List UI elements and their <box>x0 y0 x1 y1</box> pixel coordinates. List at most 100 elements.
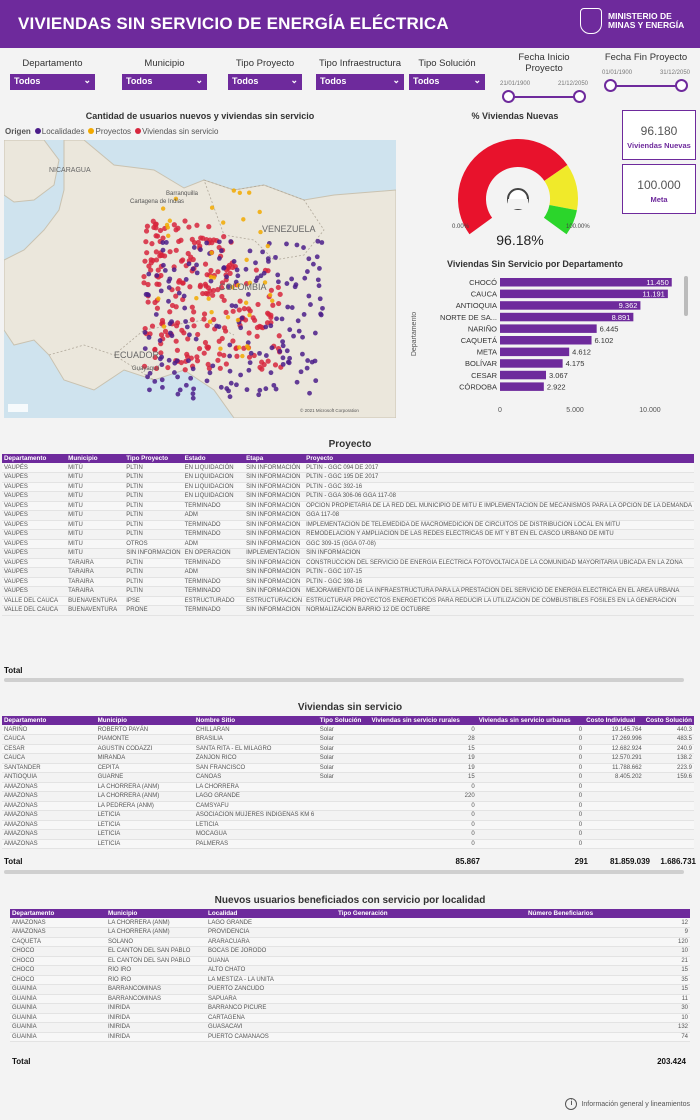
vivienda-point[interactable] <box>189 317 195 323</box>
localidad-point[interactable] <box>157 338 163 343</box>
localidad-point[interactable] <box>318 312 324 318</box>
localidad-point[interactable] <box>233 303 239 309</box>
vivienda-point[interactable] <box>149 241 155 247</box>
vivienda-point[interactable] <box>158 350 164 356</box>
vivienda-point[interactable] <box>230 308 236 314</box>
vivienda-point[interactable] <box>211 316 217 323</box>
vivienda-point[interactable] <box>154 233 161 239</box>
localidad-point[interactable] <box>256 392 262 398</box>
municipio-select[interactable]: Todos ⌄ <box>122 74 207 90</box>
localidad-point[interactable] <box>301 245 306 250</box>
localidad-point[interactable] <box>167 321 173 327</box>
proyecto-point[interactable] <box>270 298 275 303</box>
localidad-point[interactable] <box>298 369 304 375</box>
localidad-point[interactable] <box>312 330 318 336</box>
vivienda-point[interactable] <box>148 257 154 263</box>
vivienda-point[interactable] <box>265 358 271 364</box>
localidad-point[interactable] <box>315 238 321 244</box>
usuarios-header-cell[interactable]: Número Beneficiarios <box>526 909 690 918</box>
localidad-point[interactable] <box>284 281 290 286</box>
vivienda-point[interactable] <box>191 240 198 246</box>
proyecto-point[interactable] <box>247 312 252 318</box>
proyecto-point[interactable] <box>267 292 273 298</box>
proyecto-point[interactable] <box>194 296 199 301</box>
vivienda-point[interactable] <box>196 346 203 352</box>
proyecto-point[interactable] <box>241 217 246 222</box>
table-row[interactable]: CHOCÓ EL CANTÓN DEL SAN PABLO DUANA 21 <box>10 956 690 966</box>
localidad-point[interactable] <box>274 316 279 322</box>
viviendas-header-cell[interactable]: Municipio <box>95 716 194 725</box>
table-row[interactable]: VAUPÉS MITÚ PLTIN EN LIQUIDACIÓN SIN INFORMA… <box>2 472 694 483</box>
localidad-point[interactable] <box>287 327 293 333</box>
localidad-point[interactable] <box>228 380 234 386</box>
usuarios-table[interactable]: Departamento Municipio Localidad Tipo Gener… <box>10 909 690 1055</box>
localidad-point[interactable] <box>176 290 182 296</box>
fecha-inicio-end-handle[interactable] <box>573 90 586 103</box>
vivienda-point[interactable] <box>208 267 214 274</box>
localidad-point[interactable] <box>172 360 178 366</box>
vivienda-point[interactable] <box>202 261 209 267</box>
fecha-fin-end-handle[interactable] <box>675 79 688 92</box>
proyecto-point[interactable] <box>230 285 235 290</box>
bar[interactable] <box>500 359 563 368</box>
localidad-point[interactable] <box>198 247 203 253</box>
table-row[interactable]: GUAINÍA BARRANCOMINAS PUERTO ZANCUDO 15 <box>10 984 690 995</box>
usuarios-header-cell[interactable]: Localidad <box>206 909 336 918</box>
proyecto-point[interactable] <box>218 346 223 351</box>
table-row[interactable]: VAUPÉS TARAIRA PLTIN ADM SIN INFORMACIÓN PLTI… <box>2 567 694 578</box>
vivienda-point[interactable] <box>176 279 182 285</box>
legend-viviendas[interactable]: Viviendas sin servicio <box>135 127 218 136</box>
proyecto-point[interactable] <box>173 196 179 202</box>
proyecto-point[interactable] <box>225 315 231 320</box>
localidad-point[interactable] <box>163 240 169 245</box>
vivienda-point[interactable] <box>173 338 179 344</box>
bar[interactable] <box>500 347 570 357</box>
vivienda-point[interactable] <box>223 309 229 315</box>
localidad-point[interactable] <box>204 240 210 246</box>
proyecto-point[interactable] <box>237 190 243 195</box>
vivienda-point[interactable] <box>215 269 221 275</box>
bar[interactable] <box>500 324 597 333</box>
table-row[interactable]: VAUPÉS MITÚ PLTIN EN LIQUIDACIÓN SIN INFORMA… <box>2 463 694 473</box>
vivienda-point[interactable] <box>152 347 158 353</box>
localidad-point[interactable] <box>142 346 148 352</box>
table-row[interactable]: AMAZONAS LETICIA LETICIA 0 0 <box>2 820 694 830</box>
localidad-point[interactable] <box>231 258 237 264</box>
localidad-point[interactable] <box>234 267 240 273</box>
localidad-point[interactable] <box>243 266 249 272</box>
proyecto-point[interactable] <box>166 233 171 239</box>
proyecto-point[interactable] <box>221 220 226 225</box>
localidad-point[interactable] <box>175 391 181 397</box>
localidad-point[interactable] <box>238 372 244 378</box>
localidad-point[interactable] <box>207 370 213 376</box>
table-row[interactable]: AMAZONAS LA CHORRERA (ANM) LA CHORRERA 0 0 <box>2 782 694 792</box>
localidad-point[interactable] <box>284 348 290 354</box>
localidad-point[interactable] <box>309 359 315 365</box>
viviendas-header-cell[interactable]: Costo Individual <box>584 716 644 725</box>
vivienda-point[interactable] <box>152 354 158 361</box>
localidad-point[interactable] <box>221 265 226 271</box>
vivienda-point[interactable] <box>159 317 166 324</box>
table-row[interactable]: VAUPÉS TARAIRA PLTIN TERMINADO SIN INFORMACI… <box>2 558 694 568</box>
vivienda-point[interactable] <box>182 218 188 224</box>
vivienda-point[interactable] <box>223 361 229 367</box>
vivienda-point[interactable] <box>205 344 212 350</box>
vivienda-point[interactable] <box>191 309 197 315</box>
vivienda-point[interactable] <box>189 304 195 310</box>
localidad-point[interactable] <box>310 261 316 267</box>
vivienda-point[interactable] <box>257 364 263 370</box>
vivienda-point[interactable] <box>210 292 216 298</box>
viviendas-header-cell[interactable]: Viviendas sin servicio urbanas <box>476 716 585 725</box>
vivienda-point[interactable] <box>151 224 157 231</box>
localidad-point[interactable] <box>263 353 269 358</box>
localidad-point[interactable] <box>194 262 199 268</box>
proyecto-point[interactable] <box>235 317 241 323</box>
vivienda-point[interactable] <box>174 347 181 353</box>
localidad-point[interactable] <box>160 247 166 253</box>
vivienda-point[interactable] <box>144 223 151 229</box>
localidad-point[interactable] <box>295 318 301 324</box>
localidad-point[interactable] <box>191 386 196 392</box>
table-row[interactable]: AMAZONAS LA CHORRERA (ANM) PROVIDENCIA 9 <box>10 927 690 938</box>
vivienda-point[interactable] <box>173 247 179 253</box>
table-row[interactable]: VAUPÉS MITÚ PLTIN EN LIQUIDACIÓN SIN INFORMA… <box>2 491 694 502</box>
